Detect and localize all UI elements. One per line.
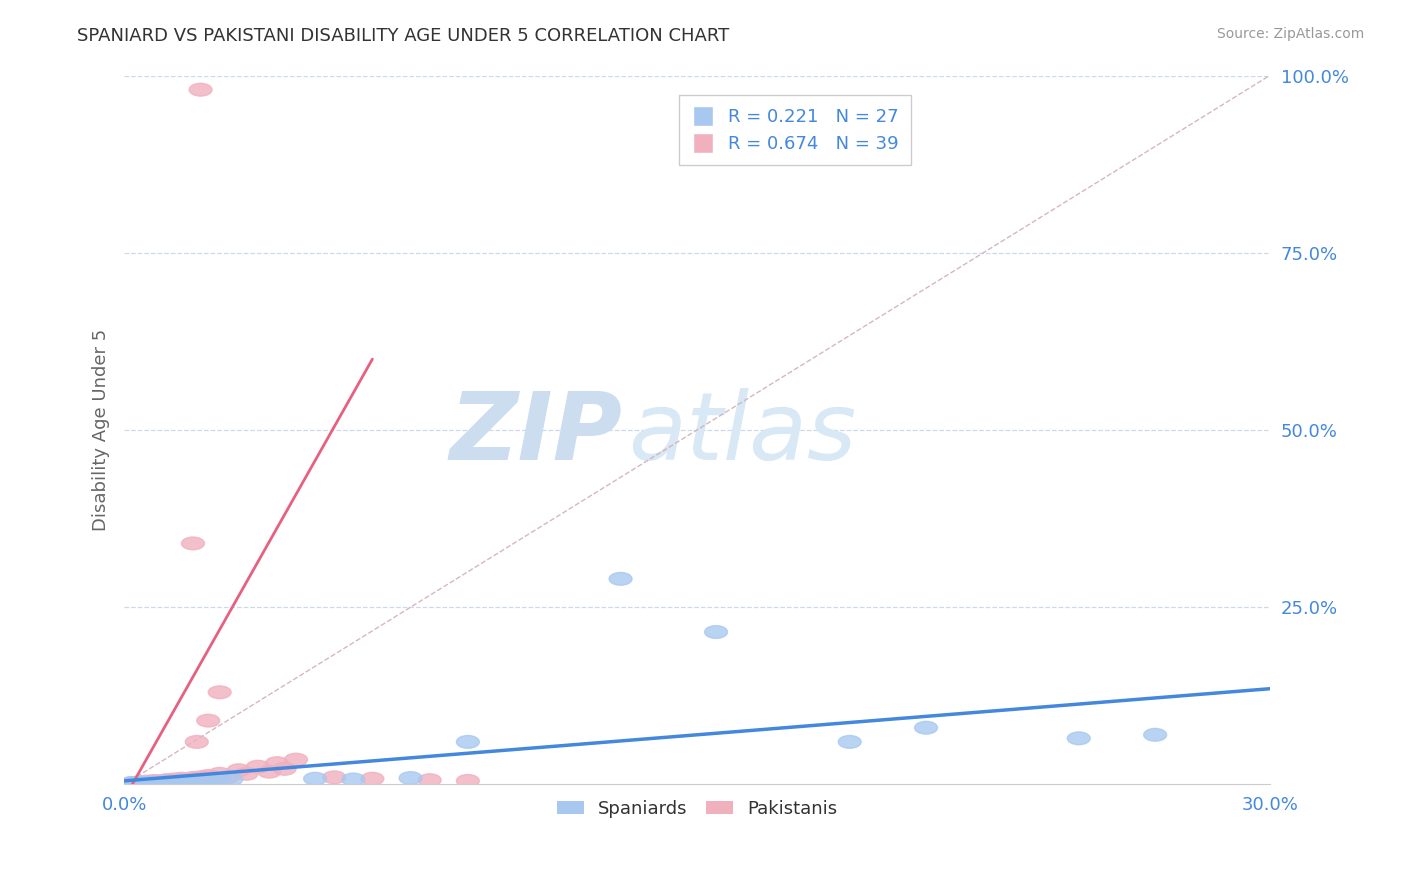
Text: Source: ZipAtlas.com: Source: ZipAtlas.com	[1216, 27, 1364, 41]
Text: SPANIARD VS PAKISTANI DISABILITY AGE UNDER 5 CORRELATION CHART: SPANIARD VS PAKISTANI DISABILITY AGE UND…	[77, 27, 730, 45]
Text: atlas: atlas	[628, 388, 856, 479]
Y-axis label: Disability Age Under 5: Disability Age Under 5	[93, 329, 110, 531]
Legend: Spaniards, Pakistanis: Spaniards, Pakistanis	[550, 793, 845, 825]
Text: ZIP: ZIP	[450, 387, 623, 480]
